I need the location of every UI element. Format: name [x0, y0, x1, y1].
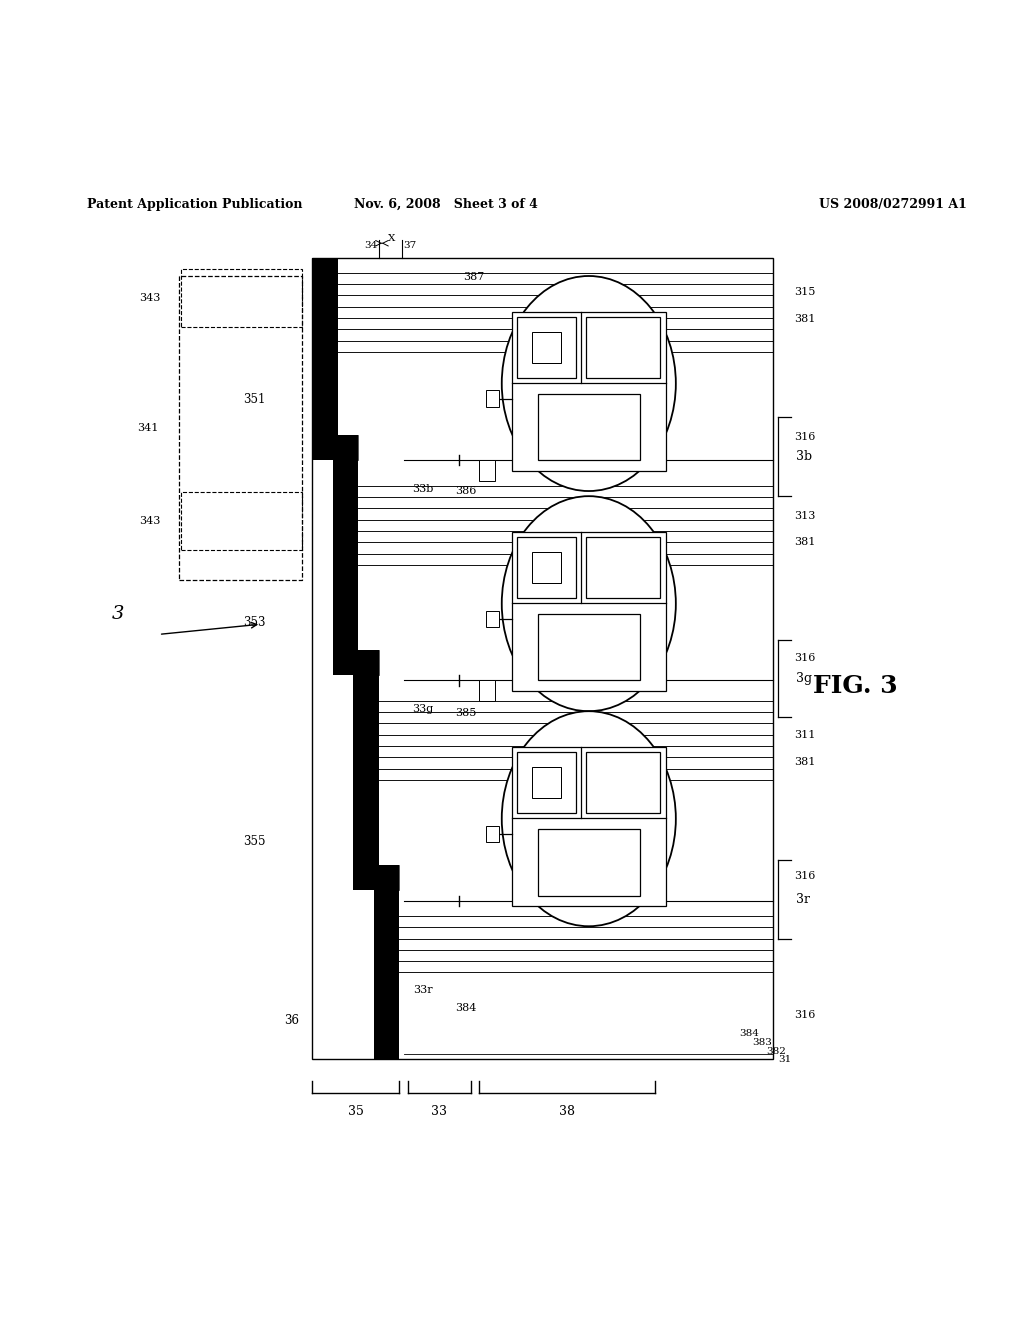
- Bar: [531, 333, 561, 363]
- Text: 35: 35: [348, 1105, 364, 1118]
- Text: 33b: 33b: [413, 484, 433, 494]
- Text: 33r: 33r: [413, 985, 433, 995]
- Bar: [586, 537, 660, 598]
- Bar: [512, 532, 666, 690]
- Bar: [517, 752, 575, 813]
- Text: 316: 316: [795, 1010, 816, 1020]
- Text: 351: 351: [243, 393, 265, 407]
- Ellipse shape: [502, 276, 676, 491]
- Text: 3b: 3b: [796, 450, 812, 463]
- Bar: [538, 393, 640, 461]
- Text: 381: 381: [795, 758, 816, 767]
- Text: 385: 385: [456, 709, 476, 718]
- Text: 3: 3: [112, 605, 124, 623]
- Ellipse shape: [502, 711, 676, 927]
- Text: 33g: 33g: [413, 704, 433, 714]
- Text: 382: 382: [766, 1047, 785, 1056]
- Bar: [538, 829, 640, 895]
- Text: 38: 38: [559, 1105, 575, 1118]
- Bar: [181, 492, 302, 550]
- Text: Nov. 6, 2008   Sheet 3 of 4: Nov. 6, 2008 Sheet 3 of 4: [353, 198, 538, 211]
- Text: 384: 384: [739, 1030, 759, 1039]
- Bar: [312, 434, 358, 461]
- Text: 34: 34: [365, 240, 377, 249]
- Bar: [486, 825, 499, 842]
- Bar: [517, 317, 575, 378]
- Bar: [333, 649, 379, 676]
- Text: 3g: 3g: [796, 672, 812, 685]
- Text: 315: 315: [795, 288, 816, 297]
- Text: 381: 381: [795, 537, 816, 548]
- Bar: [586, 317, 660, 378]
- Text: 316: 316: [795, 653, 816, 663]
- Text: 341: 341: [137, 422, 159, 433]
- Bar: [353, 676, 379, 865]
- Text: FIG. 3: FIG. 3: [813, 673, 897, 697]
- Bar: [338, 434, 358, 461]
- Text: 355: 355: [243, 834, 265, 847]
- Bar: [479, 461, 495, 480]
- Ellipse shape: [502, 496, 676, 711]
- Bar: [538, 614, 640, 681]
- Bar: [486, 611, 499, 627]
- Bar: [333, 461, 358, 649]
- Text: 313: 313: [795, 511, 816, 520]
- Bar: [179, 276, 302, 579]
- Bar: [312, 257, 773, 1060]
- Text: 33: 33: [431, 1105, 447, 1118]
- Text: 353: 353: [243, 615, 265, 628]
- Text: 381: 381: [795, 314, 816, 323]
- Text: X: X: [387, 234, 395, 243]
- Bar: [374, 891, 399, 1060]
- Text: 343: 343: [139, 293, 161, 302]
- Text: 343: 343: [139, 516, 161, 525]
- Text: 31: 31: [778, 1055, 792, 1064]
- Bar: [512, 747, 666, 906]
- Bar: [379, 865, 399, 891]
- Text: 383: 383: [753, 1039, 772, 1048]
- Text: 384: 384: [456, 1003, 476, 1014]
- Bar: [531, 552, 561, 583]
- Text: 316: 316: [795, 432, 816, 442]
- Bar: [479, 681, 495, 701]
- Bar: [181, 269, 302, 327]
- Text: Patent Application Publication: Patent Application Publication: [87, 198, 302, 211]
- Bar: [486, 391, 499, 407]
- Text: 387: 387: [464, 272, 484, 282]
- Text: 36: 36: [284, 1014, 299, 1027]
- Bar: [531, 767, 561, 799]
- Bar: [353, 865, 399, 891]
- Bar: [517, 537, 575, 598]
- Text: US 2008/0272991 A1: US 2008/0272991 A1: [819, 198, 967, 211]
- Bar: [512, 312, 666, 470]
- Text: 316: 316: [795, 871, 816, 880]
- Text: 3r: 3r: [796, 892, 810, 906]
- Bar: [358, 649, 379, 676]
- Bar: [586, 752, 660, 813]
- Text: 311: 311: [795, 730, 816, 739]
- Text: 386: 386: [456, 486, 476, 496]
- Bar: [312, 257, 338, 434]
- Text: 37: 37: [403, 240, 416, 249]
